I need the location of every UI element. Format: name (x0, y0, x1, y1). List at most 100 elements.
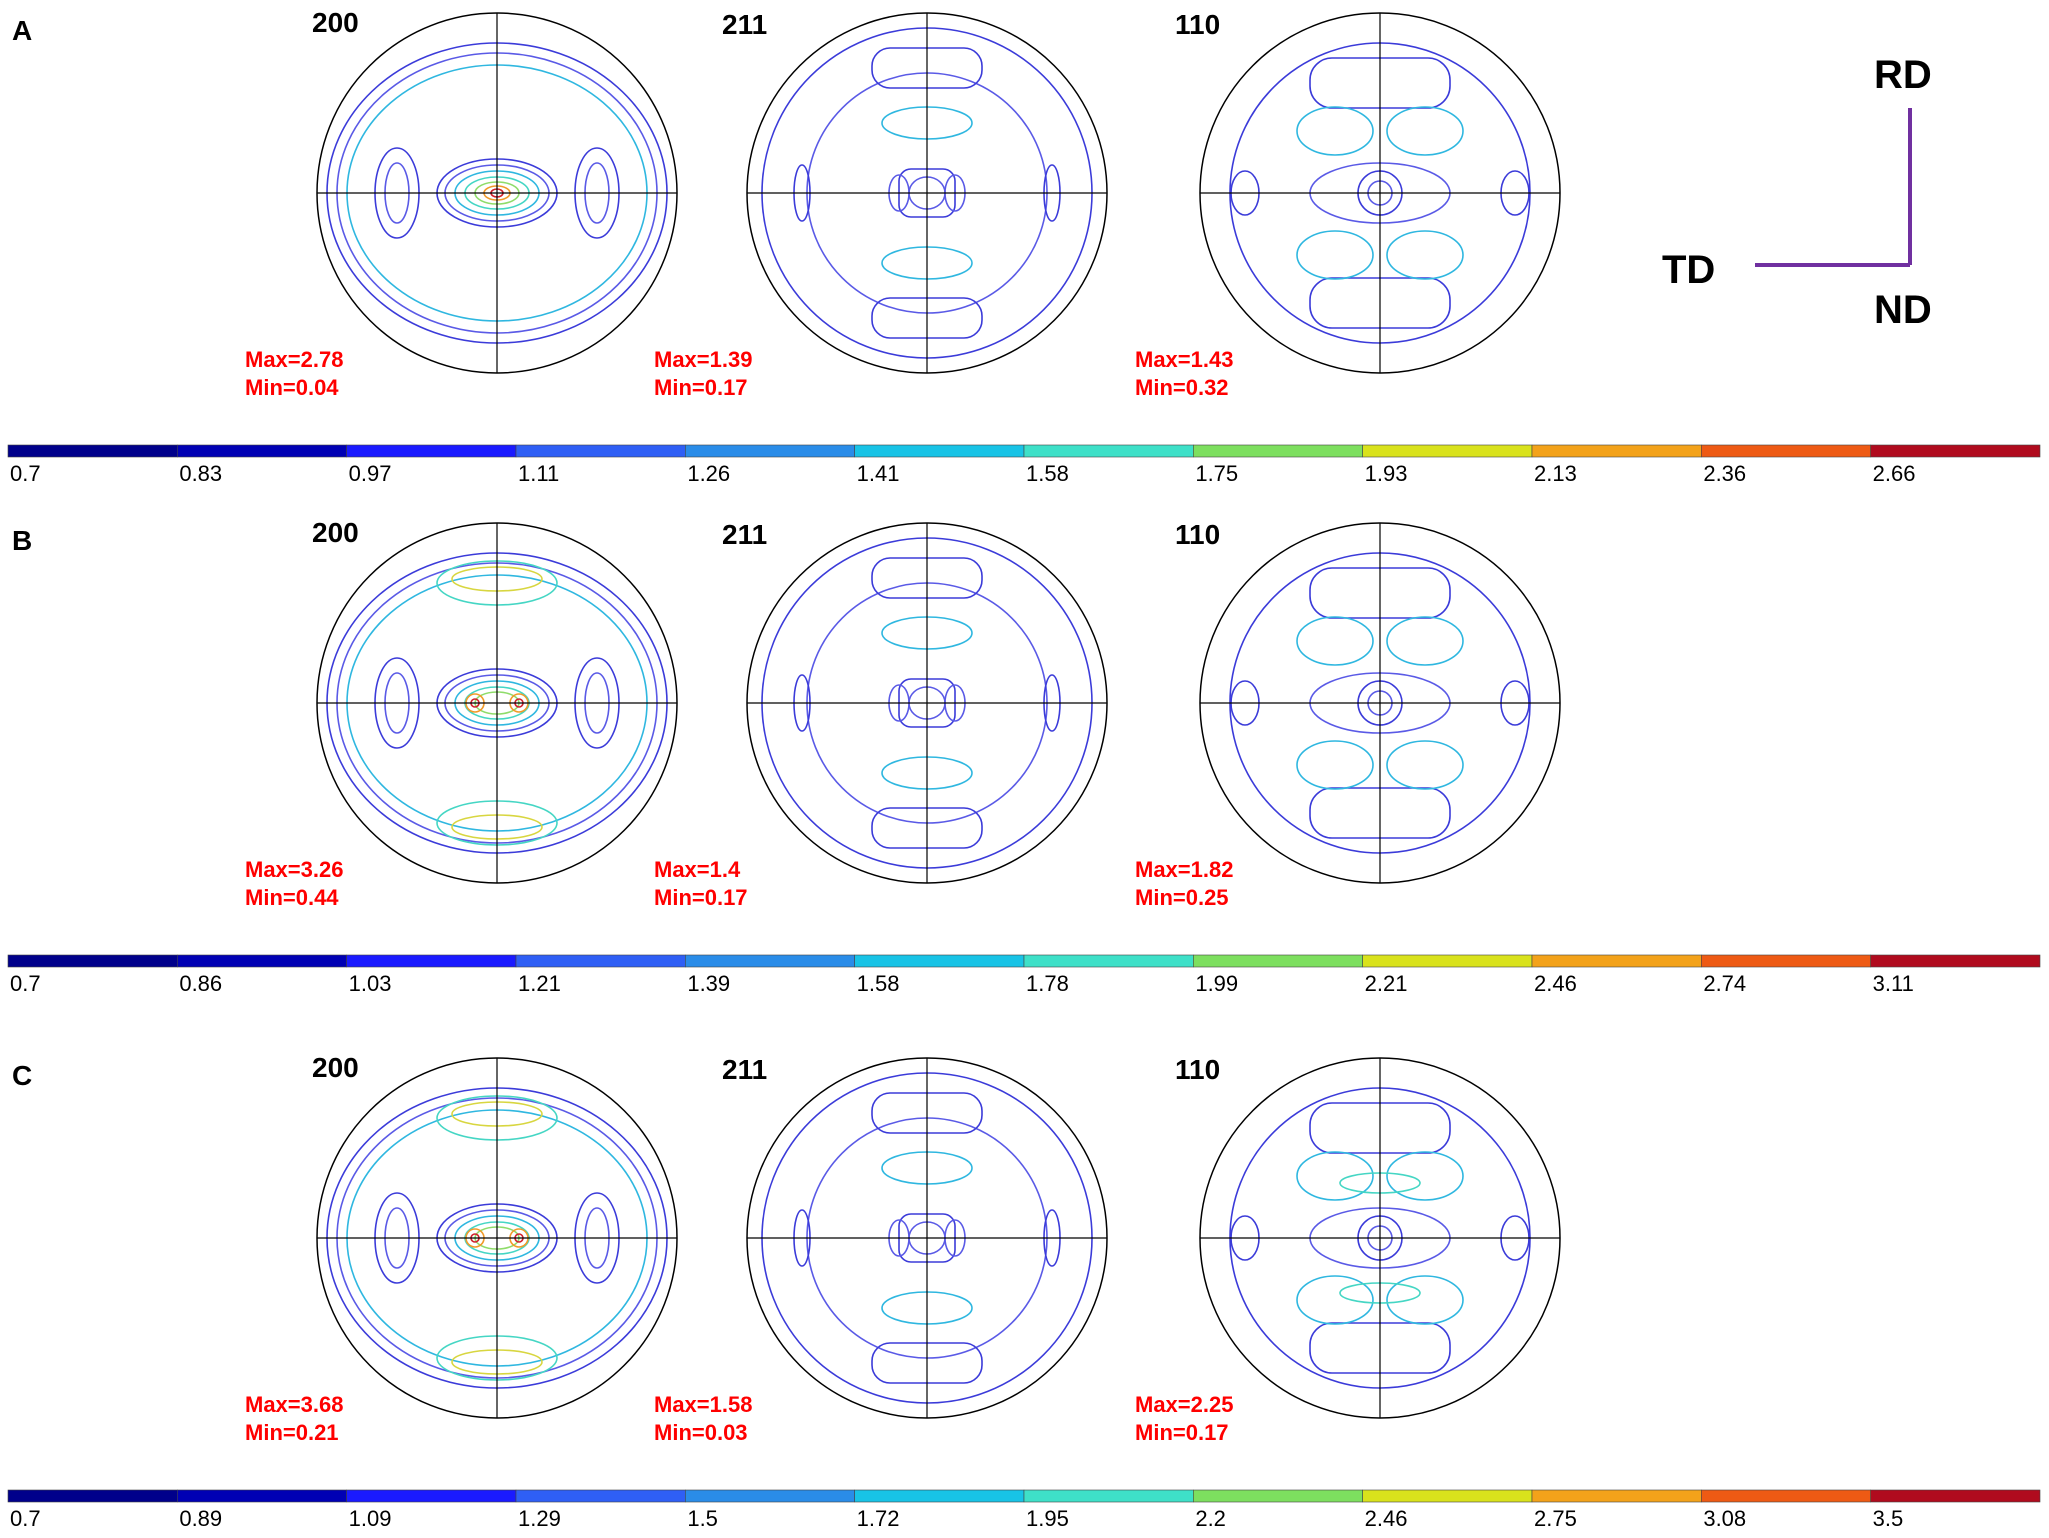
colorbar-tick-label: 0.89 (179, 1506, 222, 1531)
colorbar-tick-label: 1.93 (1365, 461, 1408, 486)
max-label: Max=1.39 (654, 347, 752, 372)
colorbar-segment (7, 954, 178, 968)
panel-label: B (12, 525, 32, 556)
colorbar-segment (1870, 1489, 2041, 1503)
colorbar: 0.7 0.89 1.09 1.29 1.5 1.72 1.95 2.2 2.46 2.75 3.0… (7, 1489, 2041, 1531)
colorbar-tick-label: 1.75 (1195, 461, 1238, 486)
colorbar-segment (854, 954, 1025, 968)
colorbar-segment (515, 444, 686, 458)
pole-figure-110: 110 Max=1.82 Min=0.25 (1135, 519, 1561, 910)
pole-title: 211 (722, 1054, 767, 1085)
colorbar-segment (854, 1489, 1025, 1503)
colorbar-tick-label: 2.74 (1703, 971, 1746, 996)
contour-line (1296, 106, 1374, 156)
colorbar-tick-label: 2.46 (1534, 971, 1577, 996)
colorbar-tick-label: 1.95 (1026, 1506, 1069, 1531)
colorbar-tick-label: 1.78 (1026, 971, 1069, 996)
colorbar-tick-label: 2.46 (1365, 1506, 1408, 1531)
min-label: Min=0.17 (654, 885, 748, 910)
contour-line (1386, 230, 1464, 280)
contour-line (1296, 1275, 1374, 1325)
colorbar-segment (346, 954, 517, 968)
colorbar-tick-label: 2.21 (1365, 971, 1408, 996)
colorbar-segment (1531, 1489, 1702, 1503)
colorbar-tick-label: 1.11 (518, 461, 559, 486)
colorbar: 0.7 0.83 0.97 1.11 1.26 1.41 1.58 1.75 1.93 2.13 2… (7, 444, 2041, 486)
colorbar-tick-label: 3.5 (1873, 1506, 1904, 1531)
min-label: Min=0.25 (1135, 885, 1229, 910)
pole-title: 110 (1175, 1054, 1220, 1085)
max-label: Max=1.4 (654, 857, 741, 882)
contour-line (1296, 616, 1374, 666)
contour-line (1296, 230, 1374, 280)
colorbar-segment (1531, 444, 1702, 458)
colorbar-tick-label: 0.86 (179, 971, 222, 996)
pole-figure-211: 211 Max=1.39 Min=0.17 (654, 9, 1108, 400)
colorbar-segment (685, 954, 855, 968)
colorbar-segment (1701, 1489, 1871, 1503)
colorbar-segment (177, 954, 347, 968)
colorbar-segment (346, 444, 517, 458)
pole-title: 200 (312, 1052, 359, 1083)
min-label: Min=0.44 (245, 885, 339, 910)
colorbar-segment (1362, 954, 1533, 968)
max-label: Max=1.58 (654, 1392, 752, 1417)
colorbar-segment (1193, 444, 1363, 458)
colorbar-tick-label: 2.66 (1873, 461, 1916, 486)
colorbar-tick-label: 1.99 (1195, 971, 1238, 996)
contour-line (1386, 106, 1464, 156)
pole-figure-110: 110 Max=2.25 Min=0.17 (1135, 1054, 1561, 1445)
colorbar-segment (1870, 954, 2041, 968)
colorbar-segment (515, 954, 686, 968)
colorbar-segment (1870, 444, 2041, 458)
colorbar-tick-label: 0.7 (10, 461, 41, 486)
colorbar-segment (1023, 444, 1194, 458)
max-label: Max=1.43 (1135, 347, 1233, 372)
colorbar-tick-label: 3.08 (1703, 1506, 1746, 1531)
contour-line (1386, 616, 1464, 666)
pole-figure-200: 200 Max=2.78 Min=0.04 (245, 7, 678, 400)
colorbar-segment (177, 1489, 347, 1503)
panel-label: A (12, 15, 32, 46)
colorbar-tick-label: 0.97 (349, 461, 392, 486)
pole-figure-211: 211 Max=1.58 Min=0.03 (654, 1054, 1108, 1445)
min-label: Min=0.17 (654, 375, 748, 400)
max-label: Max=2.78 (245, 347, 343, 372)
colorbar-tick-label: 1.58 (857, 971, 900, 996)
td-label: TD (1662, 248, 1715, 292)
max-label: Max=1.82 (1135, 857, 1233, 882)
colorbar-segment (515, 1489, 686, 1503)
colorbar-tick-label: 1.03 (349, 971, 392, 996)
pole-figure-110: 110 Max=1.43 Min=0.32 (1135, 9, 1561, 400)
pole-figure-211: 211 Max=1.4 Min=0.17 (654, 519, 1108, 910)
colorbar-segment (1193, 954, 1363, 968)
colorbar: 0.7 0.86 1.03 1.21 1.39 1.58 1.78 1.99 2.21 2.46 2… (7, 954, 2041, 996)
colorbar-tick-label: 3.11 (1873, 971, 1914, 996)
colorbar-segment (1362, 1489, 1533, 1503)
colorbar-segment (685, 444, 855, 458)
min-label: Min=0.21 (245, 1420, 339, 1445)
colorbar-tick-label: 2.36 (1703, 461, 1746, 486)
colorbar-segment (1701, 444, 1871, 458)
colorbar-tick-label: 1.29 (518, 1506, 561, 1531)
pole-title: 110 (1175, 9, 1220, 40)
contour-line (1386, 1151, 1464, 1201)
pole-figure-200: 200 Max=3.26 Min=0.44 (245, 517, 678, 910)
colorbar-segment (1193, 1489, 1363, 1503)
colorbar-tick-label: 0.83 (179, 461, 222, 486)
contour-line (1296, 1151, 1374, 1201)
panel-label: C (12, 1060, 32, 1091)
colorbar-tick-label: 2.2 (1195, 1506, 1226, 1531)
colorbar-segment (854, 444, 1025, 458)
pole-title: 110 (1175, 519, 1220, 550)
colorbar-tick-label: 1.21 (518, 971, 561, 996)
min-label: Min=0.04 (245, 375, 339, 400)
colorbar-tick-label: 1.58 (1026, 461, 1069, 486)
colorbar-segment (7, 444, 178, 458)
rd-label: RD (1874, 53, 1932, 97)
min-label: Min=0.32 (1135, 375, 1229, 400)
colorbar-segment (346, 1489, 517, 1503)
contour-line (1386, 1275, 1464, 1325)
colorbar-tick-label: 1.09 (349, 1506, 392, 1531)
